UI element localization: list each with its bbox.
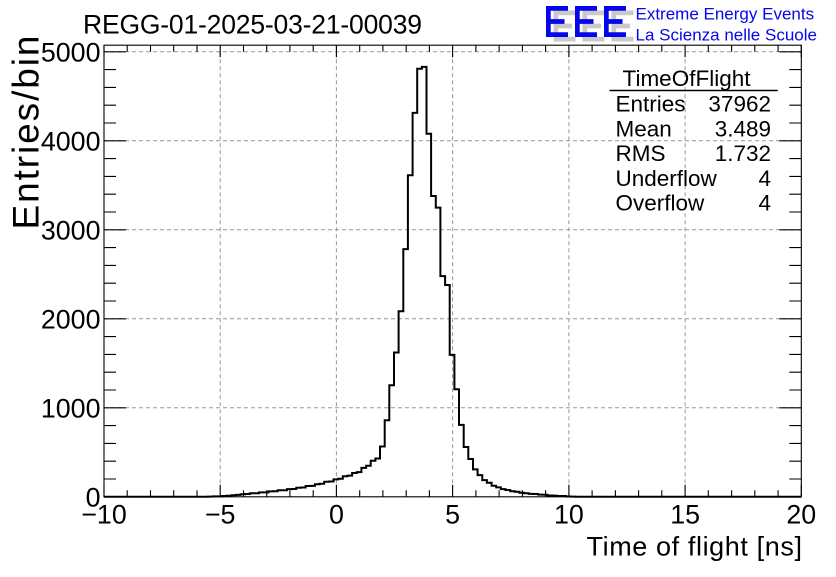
svg-text:Extreme Energy Events: Extreme Energy Events xyxy=(636,5,815,24)
svg-text:10: 10 xyxy=(554,500,584,530)
svg-text:0: 0 xyxy=(329,500,344,530)
svg-text:2000: 2000 xyxy=(41,304,101,334)
svg-text:Mean: Mean xyxy=(616,116,672,141)
svg-text:Time of flight [ns]: Time of flight [ns] xyxy=(587,532,803,562)
svg-text:TimeOfFlight: TimeOfFlight xyxy=(623,66,752,91)
svg-text:1.732: 1.732 xyxy=(715,141,771,166)
svg-text:1000: 1000 xyxy=(41,393,101,423)
svg-text:5: 5 xyxy=(445,500,460,530)
svg-text:20: 20 xyxy=(786,500,816,530)
svg-text:0: 0 xyxy=(86,482,101,512)
svg-text:RMS: RMS xyxy=(616,141,666,166)
svg-text:3.489: 3.489 xyxy=(715,116,771,141)
svg-text:4: 4 xyxy=(758,166,771,191)
svg-text:37962: 37962 xyxy=(708,92,771,117)
svg-text:Entries: Entries xyxy=(616,92,686,117)
svg-text:4: 4 xyxy=(758,191,771,216)
svg-text:−5: −5 xyxy=(205,500,236,530)
svg-text:4000: 4000 xyxy=(41,126,101,156)
svg-text:3000: 3000 xyxy=(41,215,101,245)
svg-text:15: 15 xyxy=(670,500,700,530)
svg-text:Overflow: Overflow xyxy=(616,191,706,216)
svg-text:5000: 5000 xyxy=(41,37,101,67)
svg-text:REGG-01-2025-03-21-00039: REGG-01-2025-03-21-00039 xyxy=(83,10,422,40)
svg-text:Underflow: Underflow xyxy=(616,166,718,191)
svg-text:La Scienza nelle Scuole: La Scienza nelle Scuole xyxy=(636,26,817,45)
svg-text:−10: −10 xyxy=(81,500,126,530)
